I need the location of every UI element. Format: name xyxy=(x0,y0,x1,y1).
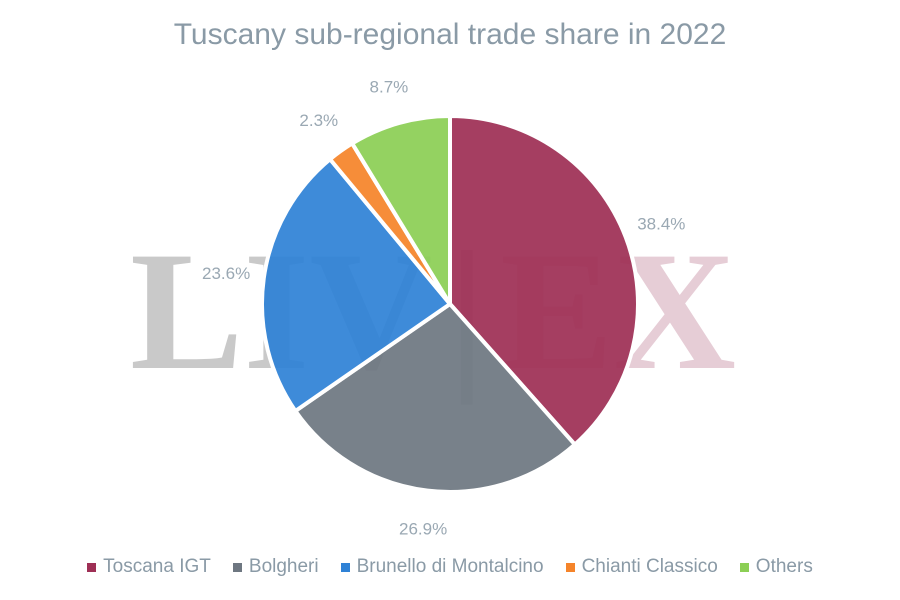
legend: Toscana IGT Bolgheri Brunello di Montalcin… xyxy=(0,556,900,578)
slice-label-brunello-di-montalcino: 23.6% xyxy=(202,264,250,283)
legend-label: Brunello di Montalcino xyxy=(356,556,544,577)
pie-slice-brunello-di-montalcino[interactable] xyxy=(260,157,452,413)
legend-item-others[interactable]: Others xyxy=(739,556,813,578)
slice-label-bolgheri: 26.9% xyxy=(399,519,447,538)
legend-label: Toscana IGT xyxy=(103,556,211,577)
legend-label: Others xyxy=(755,556,813,577)
legend-swatch xyxy=(232,562,242,572)
legend-swatch xyxy=(739,562,749,572)
slice-label-chianti-classico: 2.3% xyxy=(299,111,338,130)
slice-label-others: 8.7% xyxy=(370,77,409,96)
legend-item-chianti-classico[interactable]: Chianti Classico xyxy=(565,556,718,578)
pie-slice-toscana-igt[interactable] xyxy=(448,114,640,447)
legend-item-brunello-di-montalcino[interactable]: Brunello di Montalcino xyxy=(340,556,544,578)
legend-label: Bolgheri xyxy=(248,556,319,577)
legend-swatch xyxy=(565,562,575,572)
pie-slice-others[interactable] xyxy=(350,114,452,306)
legend-swatch xyxy=(340,562,350,572)
pie-slices xyxy=(260,114,640,494)
pie-slice-bolgheri[interactable] xyxy=(293,302,577,494)
legend-label: Chianti Classico xyxy=(581,556,718,577)
legend-swatch xyxy=(87,562,97,572)
slice-label-toscana-igt: 38.4% xyxy=(637,215,685,234)
chart-title: Tuscany sub-regional trade share in 2022 xyxy=(173,18,727,51)
legend-item-bolgheri[interactable]: Bolgheri xyxy=(232,556,319,578)
pie-slice-labels: 38.4% 26.9% 23.6% 2.3% 8.7% xyxy=(202,77,685,538)
legend-item-toscana-igt[interactable]: Toscana IGT xyxy=(87,556,211,578)
